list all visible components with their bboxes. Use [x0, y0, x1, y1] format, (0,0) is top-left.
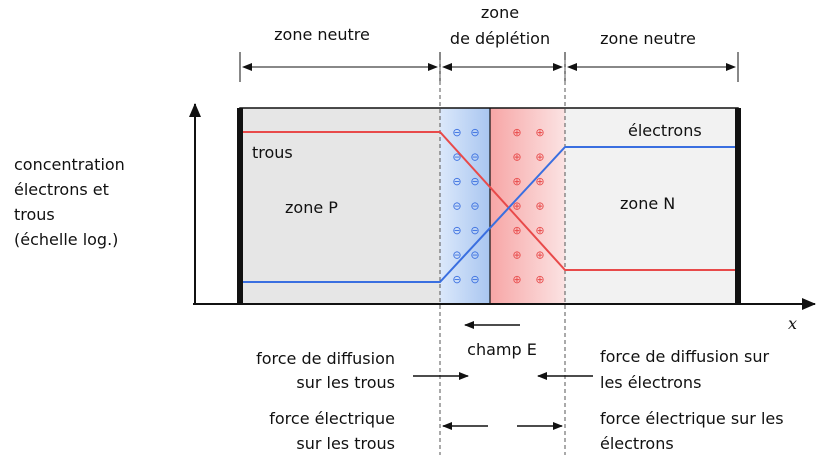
positive-charge-icon: ⊕ [535, 224, 544, 237]
negative-charge-icon: ⊖ [452, 126, 461, 139]
positive-charge-icon: ⊕ [535, 175, 544, 188]
p-zone-label: zone P [285, 198, 338, 217]
negative-charge-icon: ⊖ [470, 273, 479, 286]
zone-depletion-label-line2: de déplétion [450, 29, 550, 48]
left-contact [237, 108, 243, 305]
positive-charge-icon: ⊕ [512, 273, 521, 286]
diffusion-holes-label-line2: sur les trous [296, 373, 395, 392]
negative-charge-icon: ⊖ [452, 273, 461, 286]
p-region [240, 108, 440, 304]
positive-charge-icon: ⊕ [512, 126, 521, 139]
negative-charge-icon: ⊖ [470, 200, 479, 213]
electrons-curve-label: électrons [628, 121, 702, 140]
y-axis-label-line3: trous [14, 205, 55, 224]
negative-charge-icon: ⊖ [452, 249, 461, 262]
depletion-boundaries [439, 60, 566, 455]
electric-holes-label-line1: force électrique [269, 409, 395, 428]
positive-charge-icon: ⊕ [512, 249, 521, 262]
positive-charge-icon: ⊕ [535, 249, 544, 262]
positive-charge-icon: ⊕ [535, 151, 544, 164]
y-axis-label-line4: (échelle log.) [14, 230, 118, 249]
n-region [565, 108, 738, 304]
negative-charge-icon: ⊖ [470, 249, 479, 262]
positive-charges: ⊕ ⊕ ⊕ ⊕ ⊕ ⊕ ⊕ ⊕ ⊕ ⊕ ⊕ ⊕ ⊕ ⊕ [512, 126, 544, 286]
electric-electrons-label-line2: électrons [600, 434, 674, 453]
positive-charge-icon: ⊕ [512, 224, 521, 237]
diffusion-electrons-label-line1: force de diffusion sur [600, 347, 770, 366]
electrons-concentration-curve [243, 146, 735, 283]
electric-electrons-label-line1: force électrique sur les [600, 409, 784, 428]
positive-charge-icon: ⊕ [535, 200, 544, 213]
positive-charge-icon: ⊕ [512, 175, 521, 188]
positive-charge-icon: ⊕ [535, 273, 544, 286]
negative-charge-icon: ⊖ [470, 126, 479, 139]
x-axis-label: x [788, 314, 797, 333]
depletion-positive-region [490, 108, 565, 304]
zone-depletion-label-line1: zone [481, 3, 519, 22]
positive-charge-icon: ⊕ [512, 200, 521, 213]
negative-charge-icon: ⊖ [452, 200, 461, 213]
diffusion-electrons-label-line2: les électrons [600, 373, 701, 392]
holes-curve-label: trous [252, 143, 293, 162]
negative-charge-icon: ⊖ [452, 224, 461, 237]
zone-neutral-right-label: zone neutre [600, 29, 696, 48]
zone-neutral-left-label: zone neutre [274, 25, 370, 44]
holes-concentration-curve [243, 131, 735, 271]
field-label: champ E [467, 340, 537, 359]
negative-charge-icon: ⊖ [452, 151, 461, 164]
y-axis-label-line2: électrons et [14, 180, 109, 199]
negative-charge-icon: ⊖ [470, 151, 479, 164]
right-contact [735, 108, 741, 305]
negative-charge-icon: ⊖ [470, 175, 479, 188]
electric-holes-label-line2: sur les trous [296, 434, 395, 453]
negative-charge-icon: ⊖ [470, 224, 479, 237]
positive-charge-icon: ⊕ [535, 126, 544, 139]
negative-charge-icon: ⊖ [452, 175, 461, 188]
n-zone-label: zone N [620, 194, 675, 213]
diffusion-holes-label-line1: force de diffusion [256, 349, 395, 368]
y-axis-label-line1: concentration [14, 155, 125, 174]
positive-charge-icon: ⊕ [512, 151, 521, 164]
negative-charges: ⊖ ⊖ ⊖ ⊖ ⊖ ⊖ ⊖ ⊖ ⊖ ⊖ ⊖ ⊖ ⊖ ⊖ [452, 126, 479, 286]
zone-dimension-lines [239, 52, 739, 82]
